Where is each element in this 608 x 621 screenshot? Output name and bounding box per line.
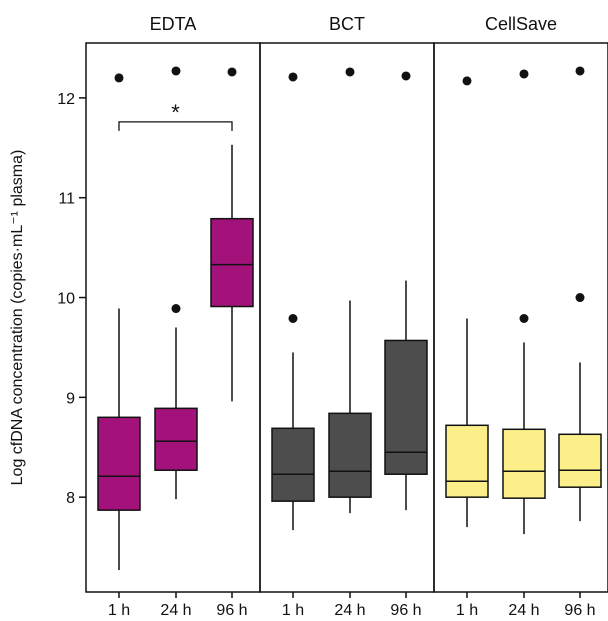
outlier-point (519, 69, 529, 79)
significance-label: * (171, 100, 180, 125)
y-tick-label: 10 (57, 291, 75, 308)
facet-cellsave: CellSave 1 h 24 h 96 h (433, 14, 608, 619)
facet-title: CellSave (485, 14, 557, 34)
y-axis-title: Log cfDNA concentration (copies·mL⁻¹ pla… (9, 150, 26, 486)
box (384, 339, 428, 475)
outlier-point (345, 67, 355, 77)
outlier-point (462, 76, 472, 86)
outlier-point (401, 71, 411, 81)
x-tick-label: 96 h (564, 602, 595, 619)
x-tick-label: 24 h (334, 602, 365, 619)
box (502, 428, 546, 499)
box (445, 424, 489, 498)
x-tick-label: 24 h (160, 602, 191, 619)
facet-edta: EDTA 1 h 24 h 96 h * (85, 14, 261, 619)
x-tick-label: 96 h (390, 602, 421, 619)
x-tick-label: 96 h (216, 602, 247, 619)
x-tick-label: 1 h (108, 602, 130, 619)
facet-title: BCT (329, 14, 365, 34)
y-tick-label: 9 (66, 390, 75, 407)
box (271, 427, 315, 502)
outlier-point (171, 66, 181, 76)
box (210, 217, 254, 308)
outlier-point (227, 67, 237, 77)
panel-border (433, 42, 608, 593)
panel-border (259, 42, 435, 593)
outlier-point (171, 304, 181, 314)
y-tick-label: 11 (58, 191, 75, 208)
significance-bracket (118, 121, 233, 131)
x-tick-label: 1 h (282, 602, 304, 619)
outlier-point (575, 66, 585, 76)
box (558, 433, 602, 488)
facet-title: EDTA (150, 14, 197, 34)
outlier-point (519, 313, 529, 323)
x-tick-label: 24 h (508, 602, 539, 619)
box (97, 416, 141, 511)
y-tick-label: 12 (57, 91, 75, 108)
y-tick-label: 8 (66, 490, 75, 507)
outlier-point (114, 73, 124, 83)
outlier-point (288, 313, 298, 323)
x-tick-label: 1 h (456, 602, 478, 619)
facet-bct: BCT 1 h 24 h 96 h (259, 14, 435, 619)
outlier-point (575, 293, 585, 303)
box (328, 412, 372, 498)
box (154, 407, 198, 471)
outlier-point (288, 72, 298, 82)
